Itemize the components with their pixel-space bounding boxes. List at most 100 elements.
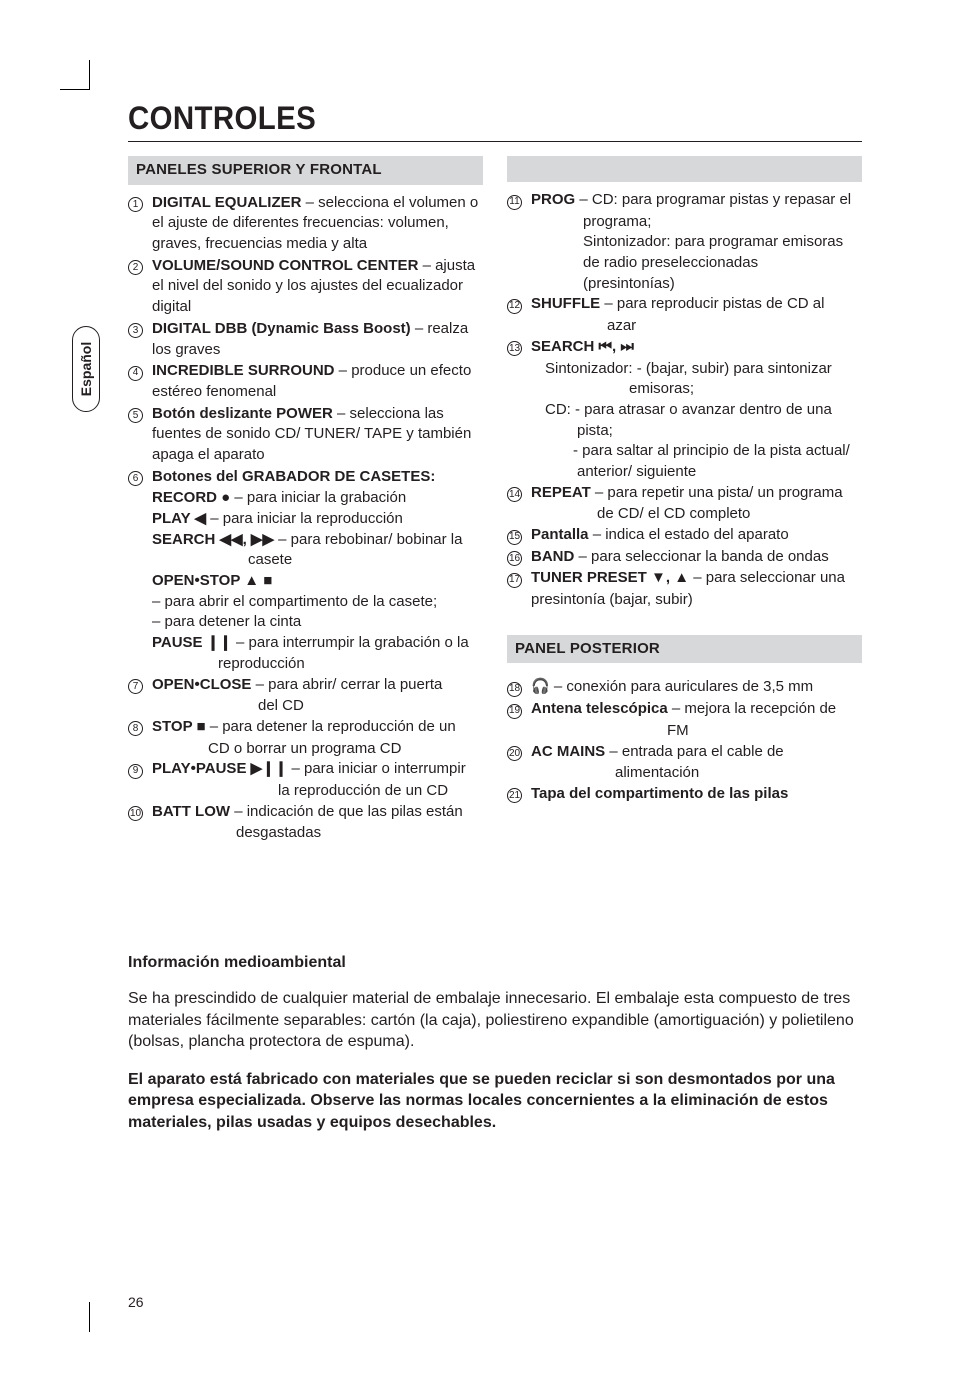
sub-line: casete xyxy=(128,550,483,571)
item-body: Antena telescópica – mejora la recepción… xyxy=(531,699,862,720)
section-header: PANELES SUPERIOR Y FRONTAL xyxy=(128,156,483,185)
item-number: 21 xyxy=(507,784,531,805)
left-column: PANELES SUPERIOR Y FRONTAL 1DIGITAL EQUA… xyxy=(128,156,483,844)
sub-line: anterior/ siguiente xyxy=(507,462,862,483)
item-number: 9 xyxy=(128,759,152,780)
sub-line: la reproducción de un CD xyxy=(128,781,483,802)
item-number: 15 xyxy=(507,525,531,546)
item-body: INCREDIBLE SURROUND – produce un efecto … xyxy=(152,361,483,402)
page-title: CONTROLES xyxy=(128,100,803,137)
columns: PANELES SUPERIOR Y FRONTAL 1DIGITAL EQUA… xyxy=(128,156,862,844)
item-body: OPEN•CLOSE – para abrir/ cerrar la puert… xyxy=(152,675,483,696)
control-item: 21Tapa del compartimento de las pilas xyxy=(507,784,862,805)
environmental-section: Información medioambiental Se ha prescin… xyxy=(128,954,862,1134)
item-number: 11 xyxy=(507,190,531,211)
item-number: 3 xyxy=(128,319,152,360)
item-number: 13 xyxy=(507,337,531,358)
sub-line: (presintonías) xyxy=(507,274,862,295)
crop-mark xyxy=(76,1302,90,1332)
env-title: Información medioambiental xyxy=(128,954,862,972)
sub-line: – para abrir el compartimento de la case… xyxy=(128,592,483,613)
control-item: 3DIGITAL DBB (Dynamic Bass Boost) – real… xyxy=(128,319,483,360)
item-body: STOP ■ – para detener la reproducción de… xyxy=(152,717,483,738)
sub-line: SEARCH ◀◀, ▶▶ – para rebobinar/ bobinar … xyxy=(128,530,483,551)
sub-line: Sintonizador: para programar emisoras xyxy=(507,232,862,253)
control-item: 7OPEN•CLOSE – para abrir/ cerrar la puer… xyxy=(128,675,483,696)
control-item: 5Botón deslizante POWER – selecciona las… xyxy=(128,404,483,466)
item-body: DIGITAL DBB (Dynamic Bass Boost) – realz… xyxy=(152,319,483,360)
sub-line: programa; xyxy=(507,212,862,233)
item-body: SHUFFLE – para reproducir pistas de CD a… xyxy=(531,294,862,315)
env-paragraph-bold: El aparato está fabricado con materiales… xyxy=(128,1069,862,1134)
item-body: 🎧 – conexión para auriculares de 3,5 mm xyxy=(531,677,862,698)
sub-line: de CD/ el CD completo xyxy=(507,504,862,525)
item-number: 18 xyxy=(507,677,531,698)
page-number: 26 xyxy=(128,1294,144,1310)
sub-line: presintonía (bajar, subir) xyxy=(507,590,862,611)
control-item: 15Pantalla – indica el estado del aparat… xyxy=(507,525,862,546)
item-body: BAND – para seleccionar la banda de onda… xyxy=(531,547,862,568)
sub-line: azar xyxy=(507,316,862,337)
control-item: 2VOLUME/SOUND CONTROL CENTER – ajusta el… xyxy=(128,256,483,318)
control-item: 11PROG – CD: para programar pistas y rep… xyxy=(507,190,862,211)
item-number: 10 xyxy=(128,802,152,823)
item-body: TUNER PRESET ▼, ▲ – para seleccionar una xyxy=(531,568,862,589)
sub-line: PLAY ◀ – para iniciar la reproducción xyxy=(128,509,483,530)
control-item: 16BAND – para seleccionar la banda de on… xyxy=(507,547,862,568)
control-item: 17TUNER PRESET ▼, ▲ – para seleccionar u… xyxy=(507,568,862,589)
sub-line: FM xyxy=(507,721,862,742)
item-number: 6 xyxy=(128,467,152,488)
item-body: SEARCH ⏮, ⏭ xyxy=(531,337,862,358)
section-header-empty xyxy=(507,156,862,182)
language-label: Español xyxy=(78,342,94,396)
control-item: 18🎧 – conexión para auriculares de 3,5 m… xyxy=(507,677,862,698)
item-number: 19 xyxy=(507,699,531,720)
control-item: 8STOP ■ – para detener la reproducción d… xyxy=(128,717,483,738)
sub-line: desgastadas xyxy=(128,823,483,844)
sub-line: CD: - para atrasar o avanzar dentro de u… xyxy=(507,400,862,421)
sub-line: PAUSE ❙❙ – para interrumpir la grabación… xyxy=(128,633,483,654)
item-number: 4 xyxy=(128,361,152,402)
item-number: 14 xyxy=(507,483,531,504)
headphone-icon: 🎧 xyxy=(531,678,550,695)
sub-line: - para saltar al principio de la pista a… xyxy=(507,441,862,462)
item-body: Pantalla – indica el estado del aparato xyxy=(531,525,862,546)
page-content: CONTROLES PANELES SUPERIOR Y FRONTAL 1DI… xyxy=(0,0,954,1194)
sub-line: RECORD ● – para iniciar la grabación xyxy=(128,488,483,509)
crop-mark xyxy=(60,60,90,90)
sub-line: de radio preseleccionadas xyxy=(507,253,862,274)
item-body: BATT LOW – indicación de que las pilas e… xyxy=(152,802,483,823)
item-number: 7 xyxy=(128,675,152,696)
item-body: Botón deslizante POWER – selecciona las … xyxy=(152,404,483,466)
item-body: DIGITAL EQUALIZER – selecciona el volume… xyxy=(152,193,483,255)
item-number: 8 xyxy=(128,717,152,738)
control-item: 12SHUFFLE – para reproducir pistas de CD… xyxy=(507,294,862,315)
control-item: 20AC MAINS – entrada para el cable de xyxy=(507,742,862,763)
sub-line: del CD xyxy=(128,696,483,717)
sub-line: pista; xyxy=(507,421,862,442)
item-body: AC MAINS – entrada para el cable de xyxy=(531,742,862,763)
title-rule xyxy=(128,141,862,142)
item-number: 17 xyxy=(507,568,531,589)
control-item: 6Botones del GRABADOR DE CASETES: xyxy=(128,467,483,488)
control-item: 1DIGITAL EQUALIZER – selecciona el volum… xyxy=(128,193,483,255)
item-body: REPEAT – para repetir una pista/ un prog… xyxy=(531,483,862,504)
sub-line: – para detener la cinta xyxy=(128,612,483,633)
right-column: 11PROG – CD: para programar pistas y rep… xyxy=(507,156,862,844)
item-body: PROG – CD: para programar pistas y repas… xyxy=(531,190,862,211)
control-item: 10BATT LOW – indicación de que las pilas… xyxy=(128,802,483,823)
sub-line: emisoras; xyxy=(507,379,862,400)
item-number: 20 xyxy=(507,742,531,763)
env-paragraph: Se ha prescindido de cualquier material … xyxy=(128,988,862,1053)
sub-line: CD o borrar un programa CD xyxy=(128,739,483,760)
sub-line: alimentación xyxy=(507,763,862,784)
sub-line: reproducción xyxy=(128,654,483,675)
item-number: 1 xyxy=(128,193,152,255)
control-item: 14REPEAT – para repetir una pista/ un pr… xyxy=(507,483,862,504)
item-number: 5 xyxy=(128,404,152,466)
item-number: 2 xyxy=(128,256,152,318)
control-item: 9PLAY•PAUSE ▶❙❙ – para iniciar o interru… xyxy=(128,759,483,780)
control-item: 19Antena telescópica – mejora la recepci… xyxy=(507,699,862,720)
control-item: 4INCREDIBLE SURROUND – produce un efecto… xyxy=(128,361,483,402)
item-body: Tapa del compartimento de las pilas xyxy=(531,784,862,805)
